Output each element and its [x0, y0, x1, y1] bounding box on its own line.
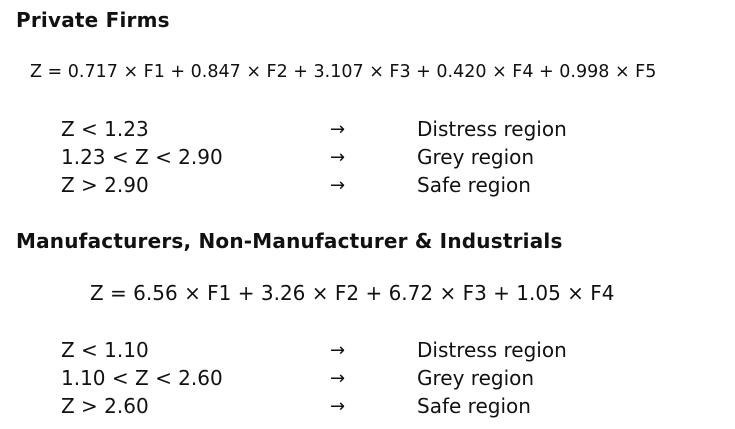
z-score-formula-private-firms: Z = 0.717 × F1 + 0.847 × F2 + 3.107 × F3… — [30, 62, 657, 82]
arrow-icon: → — [330, 147, 346, 168]
section-heading-private-firms: Private Firms — [16, 8, 170, 32]
arrow-icon: → — [330, 340, 346, 361]
arrow-icon: → — [330, 368, 346, 389]
condition: Z > 2.60 — [61, 394, 149, 418]
region-label: Distress region — [417, 338, 567, 362]
condition: Z < 1.23 — [61, 117, 149, 141]
region-label: Grey region — [417, 145, 535, 169]
region-label: Distress region — [417, 117, 567, 141]
arrow-icon: → — [330, 396, 346, 417]
region-label: Grey region — [417, 366, 535, 390]
condition: 1.10 < Z < 2.60 — [61, 366, 223, 390]
region-label: Safe region — [417, 173, 531, 197]
section-heading-manufacturers: Manufacturers, Non-Manufacturer & Indust… — [16, 229, 563, 253]
arrow-icon: → — [330, 175, 346, 196]
region-label: Safe region — [417, 394, 531, 418]
z-score-formula-manufacturers: Z = 6.56 × F1 + 3.26 × F2 + 6.72 × F3 + … — [90, 281, 615, 305]
condition: 1.23 < Z < 2.90 — [61, 145, 223, 169]
arrow-icon: → — [330, 119, 346, 140]
condition: Z < 1.10 — [61, 338, 149, 362]
condition: Z > 2.90 — [61, 173, 149, 197]
